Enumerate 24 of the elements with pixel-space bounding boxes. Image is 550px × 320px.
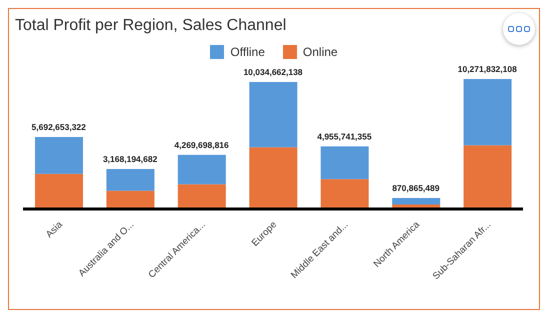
- bar: [392, 198, 440, 204]
- annotation: 870,865,489: [392, 182, 440, 193]
- bar: [320, 179, 369, 209]
- annotation: 10,034,662,138: [243, 66, 303, 77]
- annotation: 3,168,194,682: [102, 154, 158, 164]
- annotation: 10,271,832,108: [458, 64, 518, 74]
- chart-title: Total Profit per Region, Sales Channel: [14, 16, 288, 35]
- bar: [249, 147, 298, 209]
- legend-label: Offline: [229, 45, 265, 59]
- bar: [249, 82, 298, 148]
- bar: [464, 79, 512, 146]
- x-tick-label: Asia: [44, 218, 66, 240]
- bar: [178, 184, 226, 209]
- bar: [320, 146, 369, 180]
- annotation: 5,692,653,322: [32, 122, 86, 132]
- bar: [106, 190, 154, 209]
- bar: [35, 174, 83, 209]
- bar: [35, 136, 83, 174]
- annotation: 4,955,741,355: [317, 131, 372, 142]
- annotation: 4,269,698,816: [174, 140, 230, 150]
- bar: [178, 154, 226, 184]
- bar: [106, 168, 154, 191]
- legend-label: Online: [302, 45, 338, 59]
- bar: [464, 145, 512, 209]
